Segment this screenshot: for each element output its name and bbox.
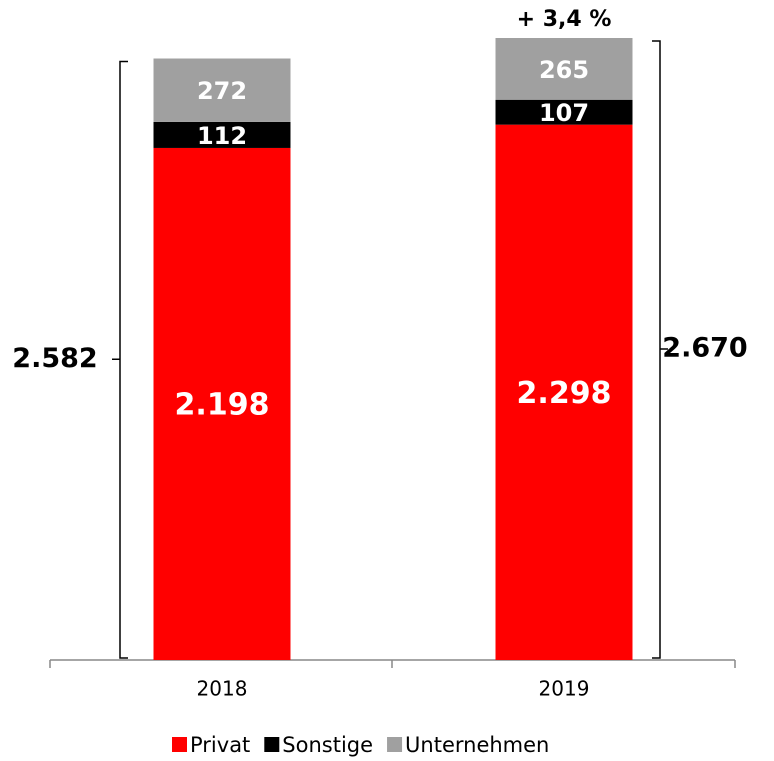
- bar-segment: [495, 99, 633, 125]
- x-tick-label: 2018: [197, 677, 248, 701]
- data-label: 265: [539, 56, 589, 84]
- x-tick-label: 2019: [539, 677, 590, 701]
- data-label: 107: [539, 99, 589, 127]
- data-label: 2.198: [175, 387, 270, 422]
- legend-label: Unternehmen: [405, 733, 549, 757]
- bar-segment: [153, 147, 291, 661]
- total-label: 2.670: [662, 333, 747, 364]
- total-label: 2.582: [12, 343, 97, 374]
- annotation: + 3,4 %: [517, 7, 612, 32]
- total-bracket: [112, 60, 128, 659]
- bar-segment: [495, 124, 633, 661]
- bar-segment: [153, 58, 291, 122]
- total-bracket: [652, 40, 668, 659]
- data-label: 2.298: [517, 376, 612, 411]
- legend-swatch: [264, 737, 280, 752]
- data-label: 112: [197, 122, 247, 150]
- legend-swatch: [387, 737, 403, 752]
- bar-segment: [153, 121, 291, 148]
- bar-segment: [495, 38, 633, 100]
- data-label: 272: [197, 77, 247, 105]
- legend-swatch: [172, 737, 187, 752]
- legend-label: Privat: [190, 733, 250, 757]
- legend-label: Sonstige: [282, 733, 373, 757]
